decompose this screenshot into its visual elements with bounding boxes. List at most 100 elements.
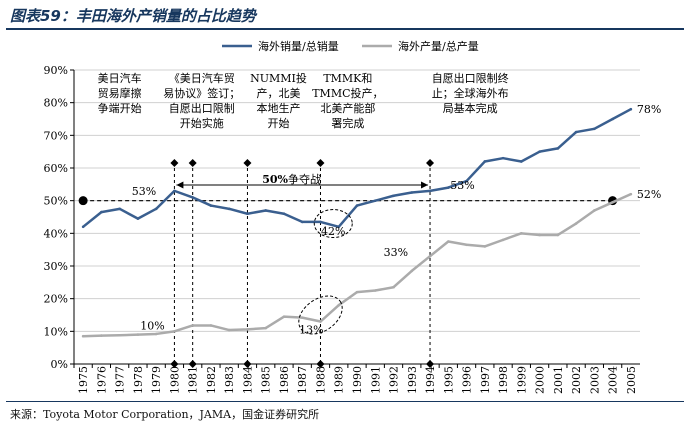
series-lines [81, 107, 633, 338]
legend-label: 海外产量/总产量 [398, 39, 479, 53]
data-point [465, 179, 468, 183]
y-tick-label: 80% [44, 97, 68, 110]
data-point [392, 285, 395, 289]
data-point [593, 127, 596, 131]
x-tick-label: 1984 [241, 366, 254, 394]
data-point [373, 289, 377, 292]
data-point [173, 189, 176, 193]
data-point [227, 207, 231, 211]
annotation-text: 本地生产 [256, 101, 300, 115]
event-marker-axis [316, 360, 325, 368]
x-tick-label: 1986 [278, 366, 291, 394]
data-point [154, 332, 158, 336]
data-point [246, 328, 249, 331]
x-tick-label: 1988 [314, 366, 327, 394]
data-point [373, 199, 377, 202]
war-arrow-head-right [421, 181, 429, 189]
x-tick-label: 1998 [497, 366, 510, 394]
data-point [629, 107, 633, 111]
data-point [319, 320, 322, 323]
annotation-text: NUMMI投 [250, 71, 307, 85]
x-tick-label: 1977 [114, 366, 127, 394]
event-marker-top [188, 159, 197, 167]
annotation-text: 开始实施 [180, 116, 224, 130]
data-point [501, 156, 505, 160]
x-tick-label: 1994 [424, 366, 437, 394]
annotation-text: TMMC投产， [312, 86, 383, 100]
x-tick-label: 1999 [515, 366, 528, 394]
data-point [611, 117, 614, 121]
data-point [136, 217, 140, 220]
event-marker-axis [426, 360, 435, 368]
event-marker-top [426, 159, 435, 167]
data-point [593, 209, 596, 212]
data-point [520, 160, 523, 163]
axes: 0% 10% 20% 30% 40% 50% 60% 70% 80% 90% 1975 1976 197… [44, 64, 640, 394]
x-tick-label: 2000 [534, 366, 547, 394]
data-point [100, 210, 103, 214]
data-point [173, 330, 176, 333]
annotation-text: 署完成 [331, 116, 364, 130]
y-tick-label: 30% [44, 260, 68, 273]
data-point [337, 225, 341, 229]
event-marker-top [243, 159, 252, 167]
data-point [246, 212, 249, 216]
annotation-text: 止；全球海外布 [432, 86, 509, 100]
x-tick-label: 1989 [333, 366, 346, 394]
data-point [483, 160, 487, 163]
y-tick-label: 60% [44, 162, 68, 175]
data-point [392, 194, 395, 198]
data-label: 53% [450, 179, 474, 192]
value-labels: 53% 53% 78% 52% 10% 13% 42% 33% [132, 103, 662, 336]
x-tick-label: 1993 [406, 366, 419, 394]
x-tick-label: 2001 [552, 366, 565, 394]
data-point [209, 324, 213, 327]
data-point [209, 204, 213, 207]
y-tick-label: 10% [44, 325, 68, 338]
data-point [118, 333, 121, 337]
reference-point [78, 196, 88, 206]
x-tick-label: 1975 [77, 366, 90, 394]
x-tick-label: 1983 [223, 366, 236, 394]
x-tick-label: 1997 [479, 366, 492, 394]
x-tick-label: 2005 [625, 366, 638, 394]
x-tick-label: 1982 [205, 366, 218, 394]
annotation-text: 局基本完成 [443, 101, 498, 115]
data-point [556, 233, 560, 237]
data-point [355, 290, 359, 294]
data-point [501, 238, 505, 242]
data-point [191, 324, 194, 327]
source-note: 来源：Toyota Motor Corporation，JAMA，国金证券研究所 [10, 408, 320, 421]
bottom-rule [6, 401, 684, 402]
data-label: 33% [384, 246, 408, 259]
data-point [556, 147, 560, 150]
series-line-production [83, 192, 632, 338]
data-point [520, 232, 523, 235]
data-point [337, 303, 341, 307]
x-tick-label: 2002 [570, 366, 583, 394]
war-arrow-head-left [176, 181, 184, 189]
data-point [282, 315, 286, 318]
data-point [574, 130, 578, 134]
chart-title: 图表59：丰田海外产销量的占比趋势 [10, 7, 256, 25]
data-point [538, 150, 541, 153]
y-tick-label: 90% [44, 64, 68, 77]
highlight-ellipse-13 [298, 295, 343, 335]
annotation-text: 易协议》签订； [163, 86, 240, 100]
x-tick-label: 1991 [369, 366, 382, 394]
data-point [465, 243, 468, 247]
x-tick-label: 1976 [95, 366, 108, 394]
data-point [282, 212, 286, 216]
x-tick-label: 1996 [461, 366, 474, 394]
event-marker-top [316, 159, 325, 167]
data-label: 13% [299, 324, 323, 337]
x-tick-label: 1992 [388, 366, 401, 394]
data-point [264, 326, 268, 330]
data-point [611, 201, 614, 204]
y-tick-label: 40% [44, 227, 68, 240]
annotation-text: 自愿出口限制终 [432, 71, 509, 85]
data-point [446, 240, 450, 243]
x-tick-label: 2004 [607, 366, 620, 394]
x-tick-label: 1978 [132, 366, 145, 394]
